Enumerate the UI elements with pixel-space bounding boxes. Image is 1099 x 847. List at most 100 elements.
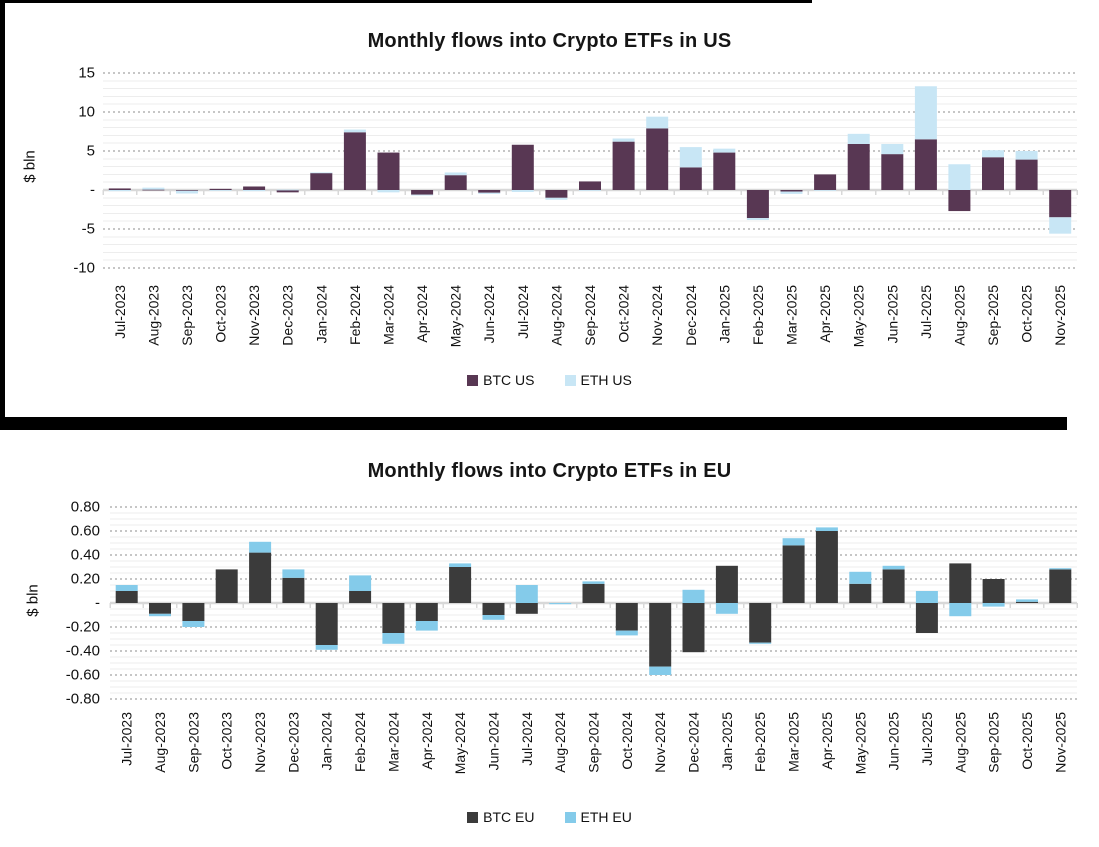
legend-label: ETH US (580, 372, 632, 388)
y-tick-label: 0.20 (71, 571, 100, 588)
bar-segment (182, 621, 205, 627)
bar-segment (249, 552, 272, 603)
x-tick-label: Jan-2024 (313, 285, 329, 344)
x-tick-label: Nov-2023 (252, 712, 268, 773)
x-tick-label: Jan-2024 (319, 712, 335, 771)
x-tick-label: Sep-2023 (185, 712, 201, 773)
legend-item: ETH EU (564, 809, 632, 825)
x-axis-ticks (109, 603, 1078, 608)
bar-segment (415, 621, 438, 631)
bar-segment (349, 575, 372, 591)
bar-segment (682, 589, 705, 603)
x-tick-labels: Jul-2023 Aug-2023 Sep-2023 Oct-2023 Nov-2023… (119, 712, 1069, 774)
bar-segment (746, 218, 769, 221)
gridlines (103, 72, 1077, 269)
x-tick-label: Jun-2024 (486, 712, 502, 771)
bar-segment (615, 630, 638, 636)
bar-segment (982, 150, 1004, 158)
bar-segment (582, 583, 605, 603)
bar-segment (949, 563, 972, 603)
us-chart-legend: BTC US ETH US (0, 370, 1099, 390)
bar-segment (882, 569, 905, 603)
legend-label: BTC EU (483, 809, 535, 825)
bar-segment (682, 603, 705, 653)
bar-segment (847, 133, 870, 144)
y-tick-label: 0.80 (71, 499, 100, 516)
bar-segment (679, 167, 702, 190)
bar-segment (415, 603, 438, 621)
bar-segment (746, 190, 769, 219)
y-tick-label: 15 (78, 65, 95, 82)
bar-segment (1015, 151, 1038, 160)
bar-segment (782, 545, 805, 603)
bar-segment (209, 188, 232, 190)
x-tick-label: Nov-2023 (246, 285, 262, 346)
y-tick-label: - (95, 595, 100, 612)
x-tick-label: Sep-2025 (985, 285, 1001, 346)
eu-chart-plot: 0.80 0.60 0.40 0.20 - -0.20 -0.40 -0.60 -0.80 Jul… (66, 499, 1078, 774)
x-tick-label: May-2024 (448, 285, 464, 347)
bar-segment (615, 603, 638, 631)
x-tick-label: Jan-2025 (719, 712, 735, 771)
y-tick-label: 10 (78, 104, 95, 121)
legend-swatch (467, 374, 479, 386)
bar-segment (377, 190, 400, 193)
y-tick-label: -10 (73, 260, 95, 277)
bar-segment (849, 571, 872, 584)
bar-segment (713, 152, 736, 190)
legend-swatch (564, 811, 576, 823)
bar-segment (612, 138, 635, 142)
x-tick-label: Oct-2023 (219, 712, 235, 770)
panel-divider-band (0, 417, 1067, 430)
bar-segment (115, 585, 138, 591)
bar-segment (1049, 568, 1072, 570)
x-tick-label: May-2025 (851, 285, 867, 347)
bar-segment (310, 172, 333, 174)
bar-segment (915, 603, 938, 633)
eu-chart-legend: BTC EU ETH EU (0, 807, 1099, 827)
bar-segment (209, 190, 232, 191)
bar-segment (444, 175, 467, 190)
bar-segment (108, 188, 131, 190)
bar-segment (511, 144, 534, 190)
bar-segment (749, 603, 772, 643)
x-tick-label: Nov-2025 (1052, 285, 1068, 346)
bar-segment (310, 172, 333, 190)
bar-segment (549, 603, 572, 605)
x-tick-label: Apr-2025 (817, 285, 833, 343)
bar-segment (182, 603, 205, 621)
bar-segment (612, 141, 635, 190)
bar-segment (780, 190, 803, 192)
legend-item: BTC US (467, 372, 535, 388)
bar-segment (882, 565, 905, 570)
y-tick-label: 5 (87, 143, 95, 160)
bar-segment (249, 541, 272, 553)
bar-segment (982, 579, 1005, 603)
x-tick-label: Oct-2023 (213, 285, 229, 343)
x-tick-label: Sep-2024 (582, 285, 598, 346)
bars (108, 86, 1072, 234)
bar-segment (1016, 599, 1038, 602)
x-tick-label: Aug-2023 (152, 712, 168, 773)
bar-segment (849, 583, 872, 603)
x-tick-label: Aug-2023 (145, 285, 161, 346)
y-tick-label: -0.80 (66, 691, 100, 708)
x-tick-label: Jul-2025 (919, 712, 935, 766)
x-tick-label: Apr-2024 (414, 285, 430, 343)
bar-segment (579, 190, 601, 191)
bar-segment (449, 567, 472, 603)
bar-segment (115, 591, 138, 603)
bar-segment (780, 191, 803, 194)
bar-segment (713, 148, 736, 153)
bar-segment (914, 139, 937, 190)
bar-segment (149, 603, 171, 614)
bar-segment (511, 190, 534, 192)
x-tick-label: Mar-2025 (784, 285, 800, 345)
frame-top-border (0, 0, 812, 3)
bar-segment (1016, 601, 1038, 603)
x-tick-label: Sep-2023 (179, 285, 195, 346)
bar-segment (982, 603, 1005, 607)
bar-segment (579, 181, 601, 190)
bar-segment (482, 603, 505, 615)
